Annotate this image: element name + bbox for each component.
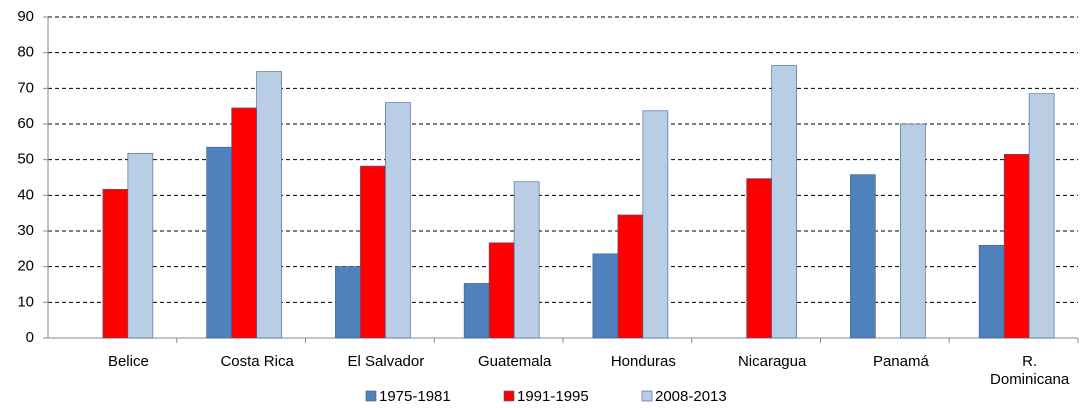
bar (463, 283, 490, 339)
bar (850, 174, 876, 339)
bar (385, 102, 411, 339)
x-tick-label: Guatemala (477, 353, 552, 370)
y-tick-label: 60 (17, 115, 34, 132)
bar (360, 165, 386, 339)
bar (335, 266, 361, 339)
y-tick-label: 90 (17, 8, 34, 25)
bar (231, 107, 257, 339)
bar (642, 110, 669, 339)
bar (746, 178, 772, 339)
bar (127, 152, 154, 339)
bar (206, 146, 232, 339)
legend-swatch (365, 390, 377, 402)
bar (592, 253, 619, 339)
y-tick-label: 0 (26, 329, 34, 346)
x-tick-label: Costa Rica (220, 353, 294, 370)
y-tick-label: 80 (17, 44, 34, 61)
y-tick-label: 40 (17, 186, 34, 203)
bar (102, 188, 129, 339)
bar (900, 123, 926, 339)
bar (771, 65, 797, 339)
y-tick-label: 70 (17, 79, 34, 96)
y-tick-label: 50 (17, 151, 34, 168)
x-tick-label: Panamá (872, 353, 929, 370)
legend-label: 1991-1995 (517, 388, 589, 405)
bar (513, 181, 540, 339)
y-tick-label: 30 (17, 222, 34, 239)
bar (617, 214, 644, 339)
y-tick-label: 10 (17, 293, 34, 310)
legend-swatch (503, 390, 515, 402)
x-tick-label: El Salvador (347, 353, 425, 370)
x-tick-label: R. Dominicana (990, 353, 1070, 388)
legend-label: 1975-1981 (379, 388, 451, 405)
x-tick-label: Nicaragua (737, 353, 807, 370)
bar (256, 71, 282, 339)
bar (488, 242, 515, 339)
legend-label: 2008-2013 (655, 388, 727, 405)
y-tick-label: 20 (17, 258, 34, 275)
legend-swatch (641, 390, 653, 402)
x-tick-label: Belice (107, 353, 149, 370)
bar (978, 244, 1005, 339)
bar (1003, 154, 1030, 339)
bar (1028, 93, 1055, 339)
x-tick-label: Honduras (610, 353, 676, 370)
